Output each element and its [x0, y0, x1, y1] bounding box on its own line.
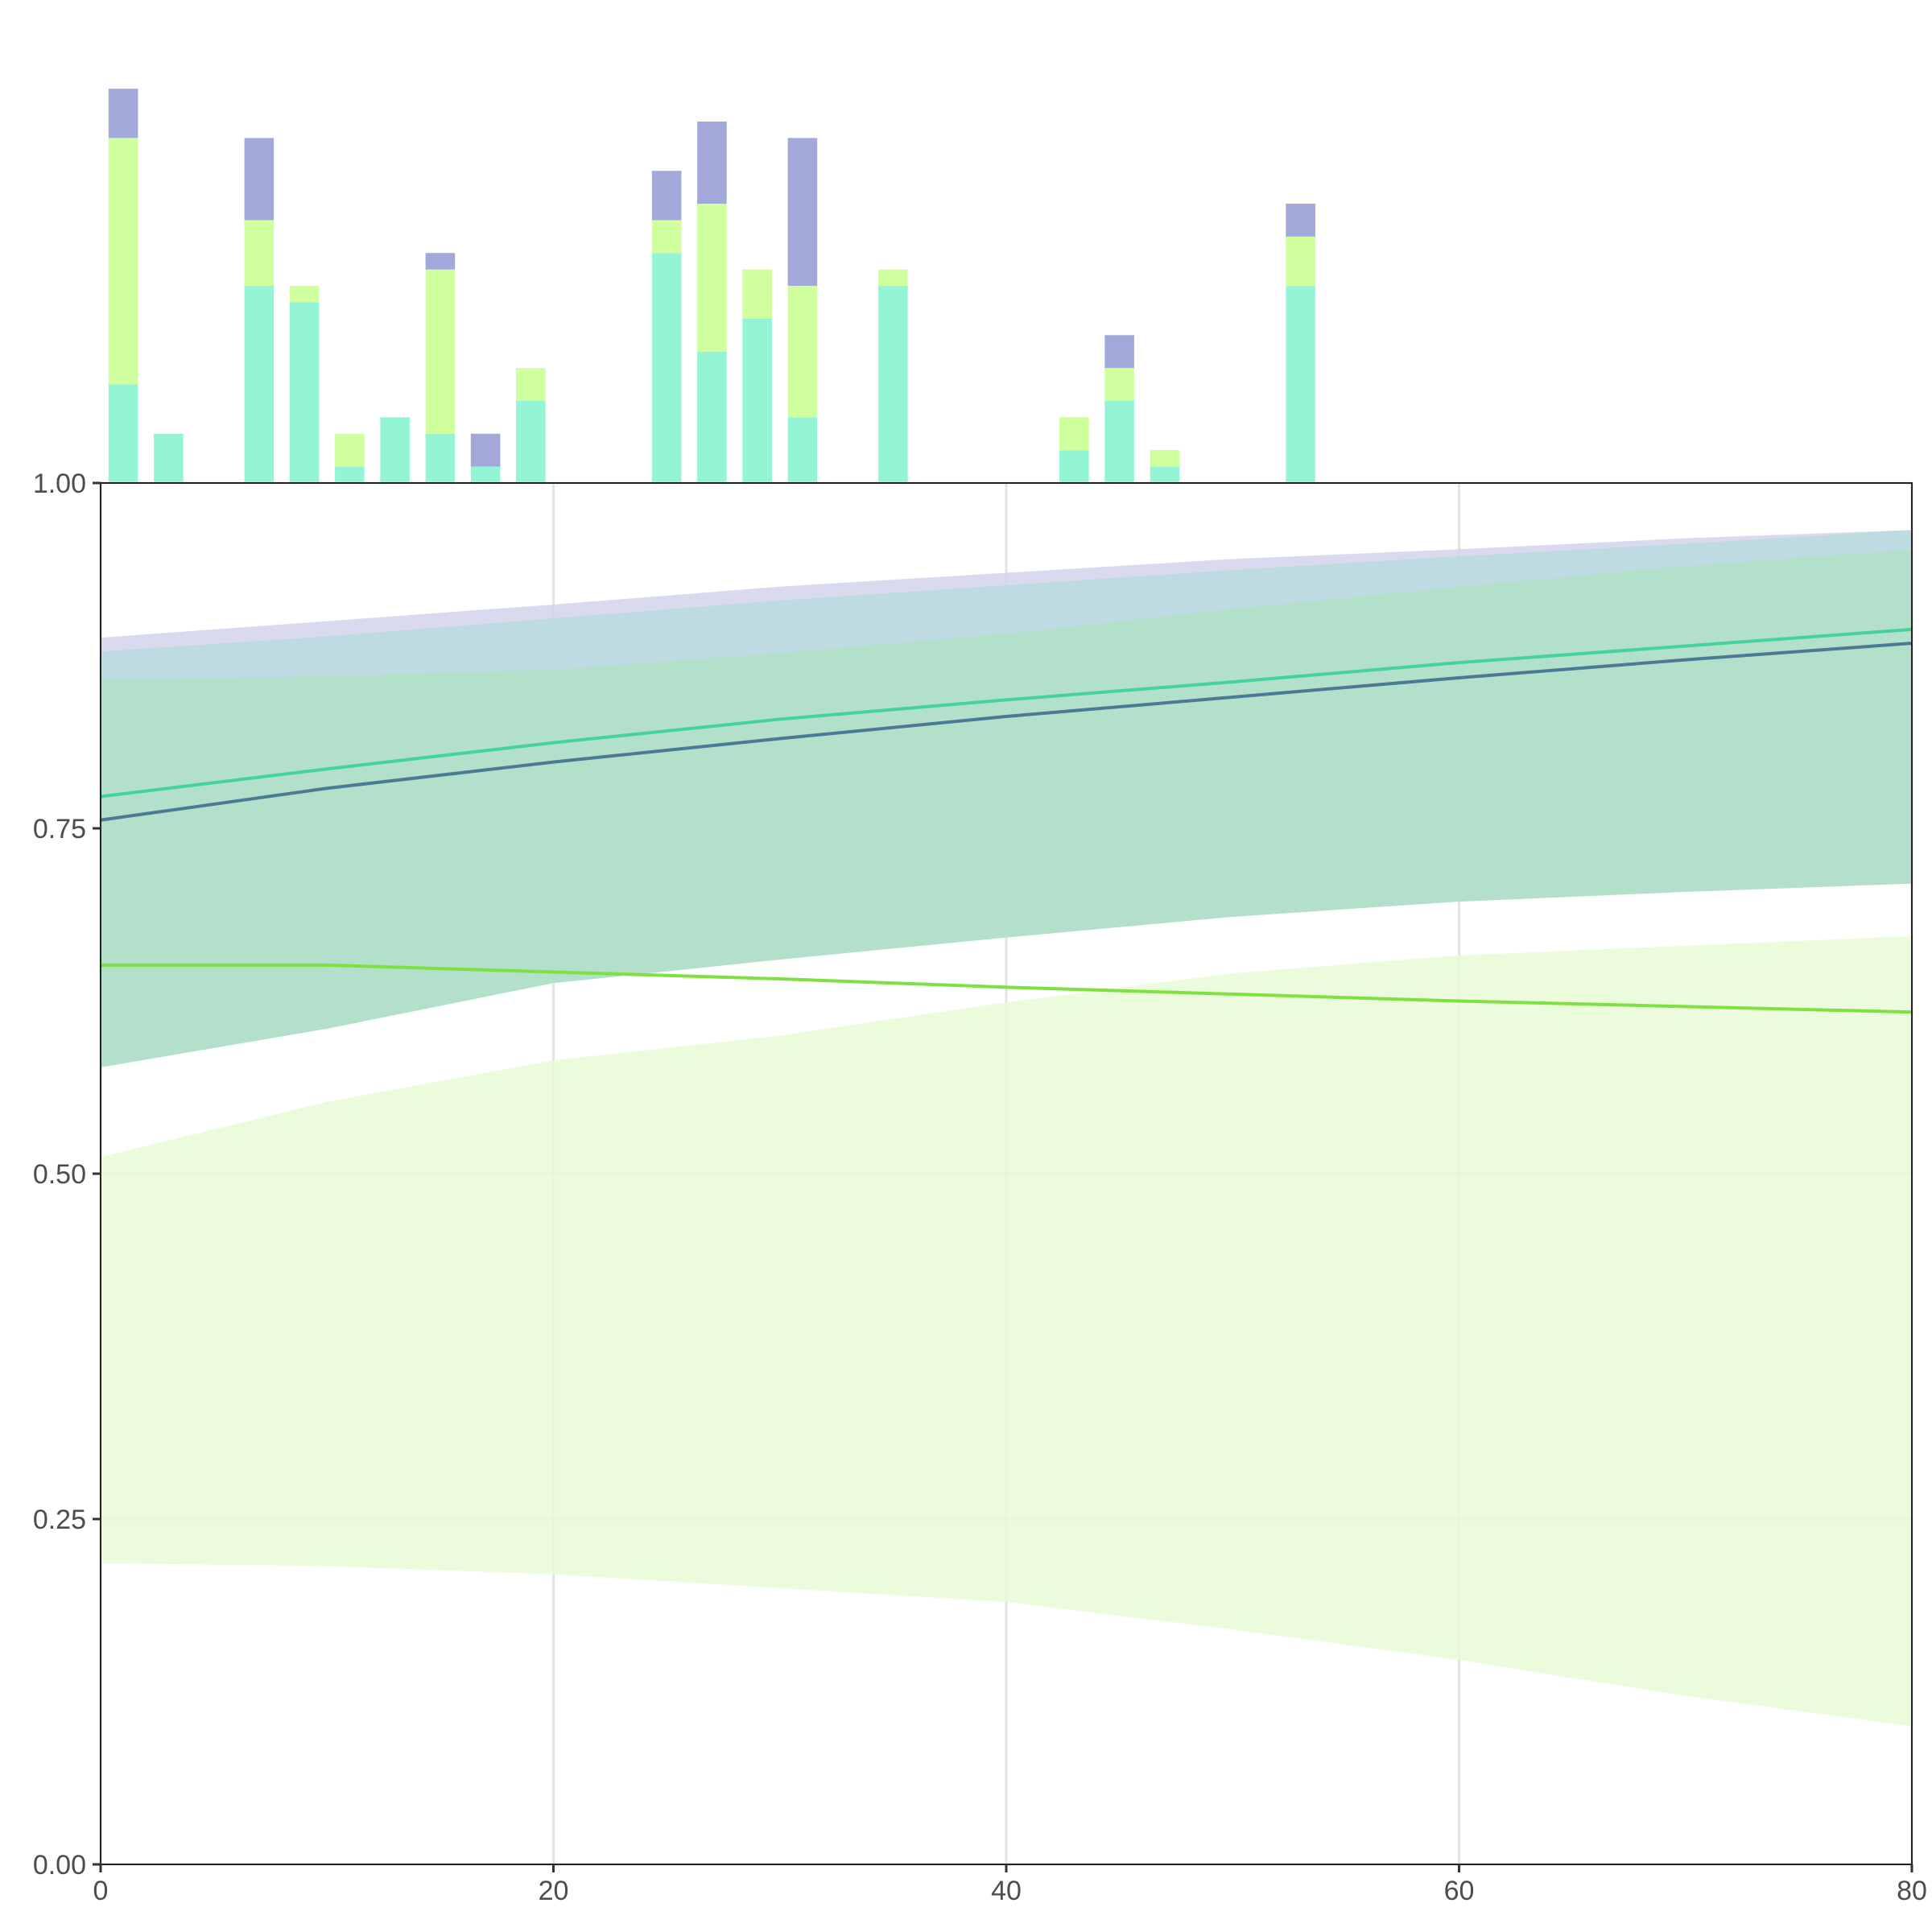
hist-bar: [108, 89, 138, 138]
hist-bar: [697, 351, 727, 483]
series-line: [100, 627, 1913, 799]
confidence-bands: [101, 530, 1912, 1727]
hist-bar: [470, 433, 501, 467]
hist-bar: [697, 204, 727, 352]
confidence-band: [101, 530, 1912, 679]
hist-bar: [1059, 417, 1089, 451]
hist-bar: [1286, 236, 1315, 287]
hist-bar: [244, 220, 275, 287]
series-line: [101, 963, 1913, 1014]
hist-bar: [1150, 450, 1180, 467]
hist-bar: [697, 122, 727, 204]
hist-bar: [154, 433, 184, 483]
hist-bar: [108, 384, 138, 483]
hist-bar: [380, 417, 410, 483]
y-tick-label: 0.00: [33, 1850, 86, 1880]
hist-bar: [244, 286, 275, 483]
hist-bar: [742, 318, 772, 483]
confidence-band: [101, 935, 1912, 1727]
hist-bar: [425, 433, 456, 483]
hist-bar: [425, 269, 456, 434]
hist-bar: [289, 286, 320, 303]
hist-bar: [878, 286, 908, 483]
x-tick-label: 80: [1897, 1876, 1927, 1906]
hist-bar: [1104, 368, 1134, 401]
hist-bar: [335, 466, 365, 483]
hist-bar: [1104, 335, 1134, 369]
hist-bar: [1286, 204, 1315, 237]
x-tick-label: 0: [93, 1876, 109, 1906]
hist-bar: [787, 286, 818, 418]
hist-bar: [651, 253, 682, 483]
hist-bar: [787, 138, 818, 287]
hist-bar: [244, 138, 275, 221]
x-tick-label: 20: [539, 1876, 569, 1906]
trend-lines: [100, 627, 1913, 1014]
hist-bar: [516, 400, 546, 483]
hist-bar: [108, 138, 138, 385]
hist-bar: [1286, 286, 1315, 483]
hist-bar: [651, 220, 682, 254]
hist-bar: [289, 302, 320, 483]
hist-bar: [425, 253, 456, 270]
hist-bar: [470, 466, 501, 483]
x-tick-label: 40: [991, 1876, 1022, 1906]
hist-bar: [516, 368, 546, 401]
axes: 0 20 40 60 80 0.00 0.25 0.50 0.75 1.00: [33, 469, 1927, 1906]
y-tick-label: 0.75: [33, 814, 86, 844]
hist-bar: [1104, 400, 1134, 483]
y-tick-label: 1.00: [33, 469, 86, 499]
x-tick-label: 60: [1444, 1876, 1475, 1906]
y-tick-label: 0.50: [33, 1159, 86, 1190]
hist-bar: [651, 171, 682, 221]
marginal-histogram: [108, 89, 1315, 483]
hist-bar: [1059, 450, 1089, 483]
series-line: [100, 642, 1913, 822]
hist-bar: [742, 269, 772, 319]
hist-bar: [1150, 466, 1180, 483]
y-tick-label: 0.25: [33, 1505, 86, 1535]
hist-bar: [335, 433, 365, 467]
hist-bar: [787, 417, 818, 483]
hist-bar: [878, 269, 908, 287]
